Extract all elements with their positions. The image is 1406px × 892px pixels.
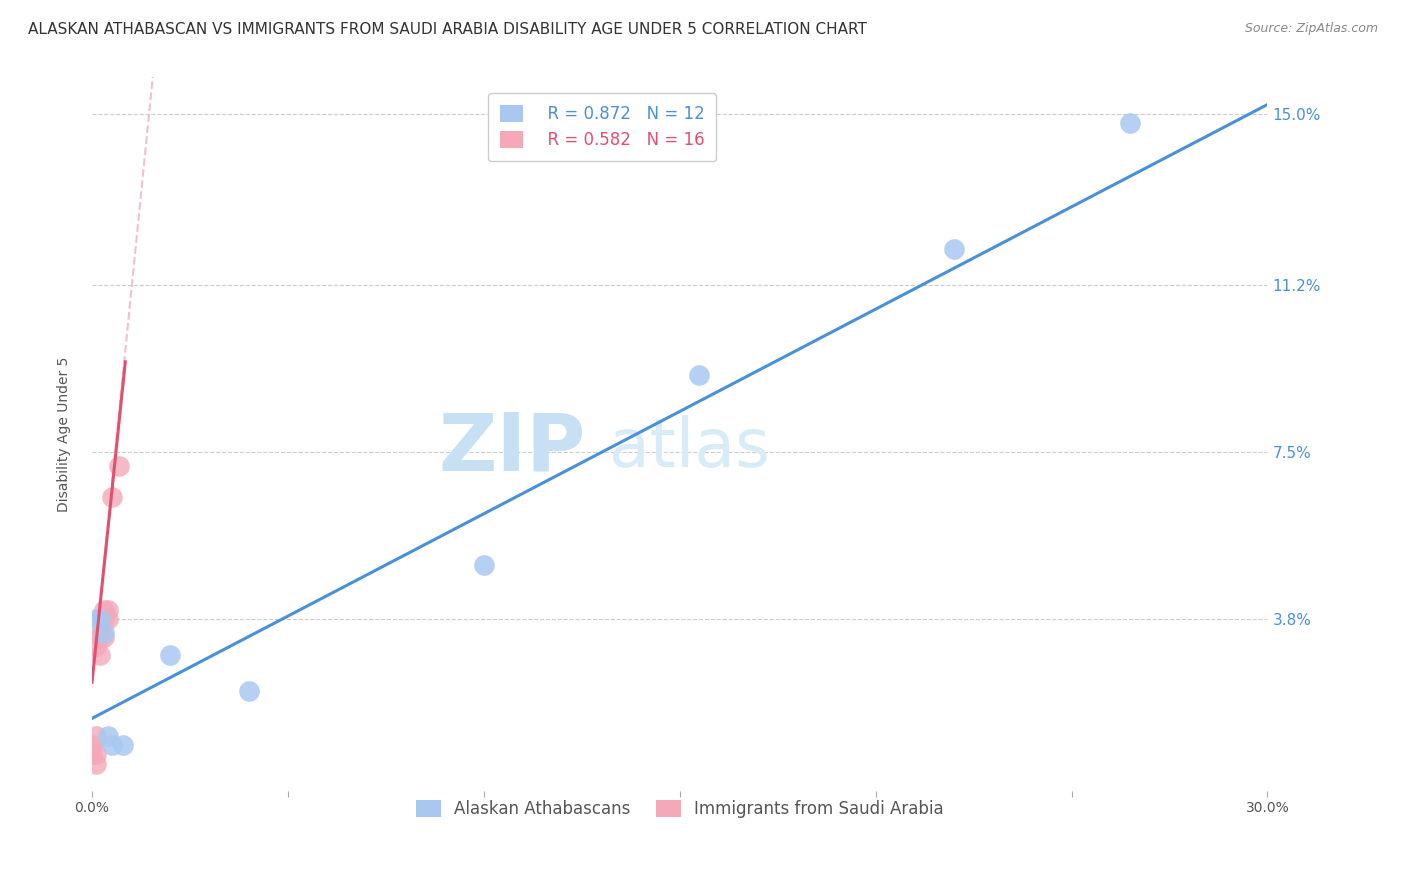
Point: [80, 747, 103, 762]
Point: [89, 648, 111, 663]
Point: [93, 612, 115, 626]
Text: ALASKAN ATHABASCAN VS IMMIGRANTS FROM SAUDI ARABIA DISABILITY AGE UNDER 5 CORREL: ALASKAN ATHABASCAN VS IMMIGRANTS FROM SA…: [28, 22, 868, 37]
Point: [100, 739, 122, 753]
Point: [89, 630, 111, 644]
Point: [93, 630, 115, 644]
Y-axis label: Disability Age Under 5: Disability Age Under 5: [58, 356, 72, 512]
Point: [89, 621, 111, 635]
Point: [97, 612, 120, 626]
Point: [97, 603, 120, 617]
Point: [84, 756, 107, 771]
Point: [93, 603, 115, 617]
Point: [112, 739, 135, 753]
Point: [80, 739, 103, 753]
Point: [84, 639, 107, 653]
Point: [84, 730, 107, 744]
Point: [108, 458, 131, 473]
Point: [472, 558, 495, 572]
Point: [89, 612, 111, 626]
Point: [93, 625, 115, 640]
Point: [84, 612, 107, 626]
Legend: Alaskan Athabascans, Immigrants from Saudi Arabia: Alaskan Athabascans, Immigrants from Sau…: [409, 794, 950, 825]
Point: [1119, 115, 1142, 129]
Point: [238, 684, 260, 698]
Point: [688, 368, 710, 383]
Text: Source: ZipAtlas.com: Source: ZipAtlas.com: [1244, 22, 1378, 36]
Point: [100, 490, 122, 504]
Point: [97, 730, 120, 744]
Point: [84, 747, 107, 762]
Text: ZIP: ZIP: [439, 409, 586, 487]
Point: [159, 648, 181, 663]
Text: atlas: atlas: [609, 416, 770, 482]
Point: [943, 242, 966, 256]
